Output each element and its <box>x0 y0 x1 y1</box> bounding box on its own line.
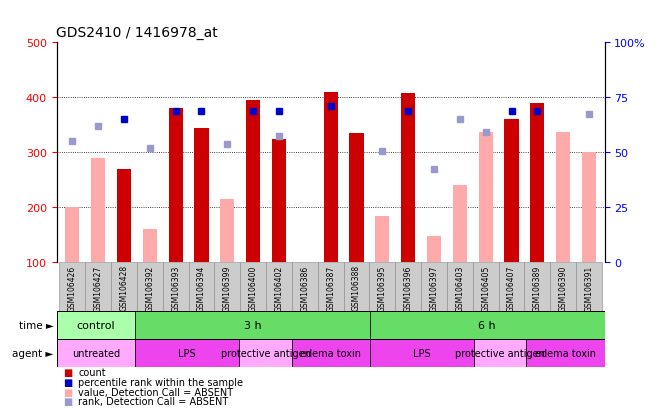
Bar <box>526 339 605 368</box>
Bar <box>498 263 524 311</box>
Bar <box>214 263 240 311</box>
Bar <box>135 339 239 368</box>
Bar <box>474 339 526 368</box>
Bar <box>504 120 518 263</box>
Bar <box>524 263 550 311</box>
Bar <box>59 263 86 311</box>
Text: agent ►: agent ► <box>12 349 53 358</box>
Text: count: count <box>78 368 106 377</box>
Bar <box>556 132 570 263</box>
Text: GSM106388: GSM106388 <box>352 265 361 311</box>
Bar <box>57 339 135 368</box>
Bar <box>65 208 79 263</box>
Bar <box>550 263 576 311</box>
Text: GSM106391: GSM106391 <box>584 265 594 311</box>
Text: GDS2410 / 1416978_at: GDS2410 / 1416978_at <box>56 26 218 40</box>
Bar <box>401 94 415 263</box>
Text: value, Detection Call = ABSENT: value, Detection Call = ABSENT <box>78 387 233 397</box>
Text: GSM106428: GSM106428 <box>120 265 128 311</box>
Text: GSM106426: GSM106426 <box>67 265 77 311</box>
Bar <box>343 263 369 311</box>
Text: LPS: LPS <box>413 349 431 358</box>
Bar <box>395 263 421 311</box>
Bar <box>369 263 395 311</box>
Bar <box>143 230 157 263</box>
Bar <box>421 263 447 311</box>
Text: GSM106386: GSM106386 <box>301 265 309 311</box>
Text: ■: ■ <box>63 387 73 397</box>
Bar <box>292 263 318 311</box>
Text: GSM106394: GSM106394 <box>197 265 206 311</box>
Text: GSM106392: GSM106392 <box>146 265 154 311</box>
Bar <box>239 339 291 368</box>
Text: GSM106387: GSM106387 <box>326 265 335 311</box>
Bar <box>163 263 188 311</box>
Text: GSM106389: GSM106389 <box>533 265 542 311</box>
Text: control: control <box>77 320 115 330</box>
Bar <box>266 263 292 311</box>
Bar <box>453 186 467 263</box>
Bar <box>135 311 370 339</box>
Text: time ►: time ► <box>19 320 53 330</box>
Bar <box>375 216 389 263</box>
Bar <box>168 109 183 263</box>
Text: GSM106396: GSM106396 <box>403 265 413 311</box>
Text: edema toxin: edema toxin <box>300 349 361 358</box>
Text: GSM106393: GSM106393 <box>171 265 180 311</box>
Bar <box>272 139 286 263</box>
Bar <box>291 339 370 368</box>
Text: GSM106390: GSM106390 <box>558 265 568 311</box>
Text: untreated: untreated <box>72 349 120 358</box>
Bar <box>240 263 266 311</box>
Text: GSM106400: GSM106400 <box>248 265 258 311</box>
Text: GSM106405: GSM106405 <box>481 265 490 311</box>
Text: LPS: LPS <box>178 349 196 358</box>
Text: rank, Detection Call = ABSENT: rank, Detection Call = ABSENT <box>78 396 228 406</box>
Bar <box>447 263 473 311</box>
Bar <box>188 263 214 311</box>
Text: edema toxin: edema toxin <box>535 349 596 358</box>
Bar <box>117 169 131 263</box>
Bar <box>137 263 163 311</box>
Bar <box>478 133 493 263</box>
Bar <box>86 263 111 311</box>
Bar <box>272 194 286 263</box>
Bar <box>576 263 602 311</box>
Bar <box>349 134 363 263</box>
Bar <box>530 104 544 263</box>
Bar <box>370 311 605 339</box>
Bar <box>370 339 474 368</box>
Text: 6 h: 6 h <box>478 320 496 330</box>
Text: GSM106395: GSM106395 <box>378 265 387 311</box>
Bar <box>427 236 441 263</box>
Text: GSM106397: GSM106397 <box>430 265 438 311</box>
Text: protective antigen: protective antigen <box>220 349 311 358</box>
Text: ■: ■ <box>63 377 73 387</box>
Text: percentile rank within the sample: percentile rank within the sample <box>78 377 243 387</box>
Text: GSM106427: GSM106427 <box>94 265 103 311</box>
Text: GSM106399: GSM106399 <box>223 265 232 311</box>
Text: ■: ■ <box>63 396 73 406</box>
Bar <box>57 311 135 339</box>
Text: GSM106403: GSM106403 <box>456 265 464 311</box>
Bar <box>111 263 137 311</box>
Bar <box>582 153 596 263</box>
Bar <box>194 128 208 263</box>
Text: 3 h: 3 h <box>244 320 261 330</box>
Text: protective antigen: protective antigen <box>456 349 545 358</box>
Bar <box>318 263 343 311</box>
Bar <box>91 159 106 263</box>
Bar <box>220 199 234 263</box>
Text: GSM106402: GSM106402 <box>275 265 283 311</box>
Text: ■: ■ <box>63 368 73 377</box>
Bar <box>246 101 261 263</box>
Text: GSM106407: GSM106407 <box>507 265 516 311</box>
Bar <box>473 263 498 311</box>
Bar <box>323 93 338 263</box>
